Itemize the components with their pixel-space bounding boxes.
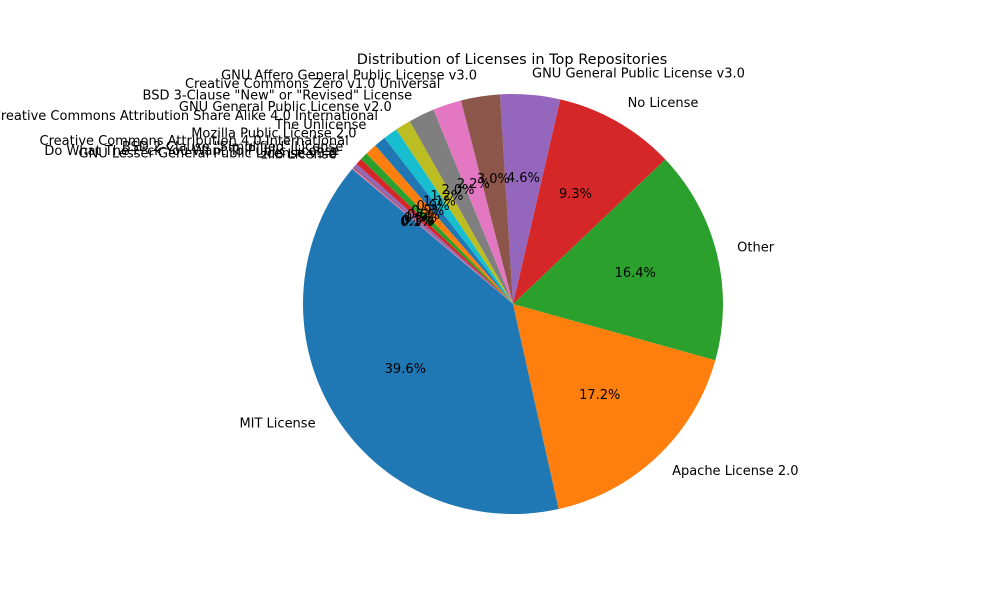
pie-slice-the-unlicense	[375, 137, 513, 304]
slice-percent-bsd-2-clause-simplified-license: 0.5%	[404, 211, 437, 226]
slice-label-apache-license-2-0: Apache License 2.0	[672, 464, 798, 479]
slice-percent-creative-commons-attribution-4-0-international: 0.6%	[407, 208, 440, 223]
slice-label-other: Other	[737, 241, 775, 256]
slice-percent-apache-license-2-0: 17.2%	[579, 388, 620, 403]
slice-label-do-what-the-f-ck-you-want-to-public-license: Do What The F*ck You Want To Public Lice…	[44, 144, 339, 159]
slice-percent-creative-commons-zero-v1-0-universal: 2.2%	[457, 177, 490, 192]
slice-label-gnu-general-public-license-v3-0: GNU General Public License v3.0	[532, 66, 745, 81]
pie-labels: MIT License 39.6% Apache License 2.0 17.2% O…	[0, 66, 799, 479]
slice-percent-the-unlicense: 0.9%	[417, 199, 450, 214]
pie-slice-gnu-affero-general-public-license-v3-0	[460, 94, 513, 304]
slice-percent-do-what-the-f-ck-you-want-to-public-license: 0.3%	[402, 213, 435, 228]
slice-label-creative-commons-attribution-4-0-international: Creative Commons Attribution 4.0 Interna…	[40, 134, 349, 149]
pie-slice-other	[513, 159, 723, 361]
pie-slice-bsd-2-clause-simplified-license	[356, 159, 513, 304]
slice-label-creative-commons-attribution-share-alike-4-0-international: Creative Commons Attribution Share Alike…	[0, 109, 378, 124]
pie-slice-bsd-3-clause-new-or-revised-license	[409, 109, 513, 304]
slice-percent-no-license: 9.3%	[559, 187, 592, 202]
slice-label-mit-license: MIT License	[239, 416, 315, 431]
slice-percent-mozilla-public-license-2-0: 0.9%	[411, 204, 444, 219]
pie-slice-gnu-general-public-license-v3-0	[499, 94, 561, 304]
pie-slice-mit-license	[303, 169, 559, 515]
pie-slice-creative-commons-zero-v1-0-universal	[433, 100, 513, 304]
slice-percent-creative-commons-attribution-share-alike-4-0-international: 1.1%	[423, 194, 456, 209]
slice-percent-other: 16.4%	[615, 266, 656, 281]
slice-label-gnu-affero-general-public-license-v3-0: GNU Affero General Public License v3.0	[221, 68, 477, 83]
slice-percent-gnu-lesser-general-public-license-v3-0: 0.1%	[401, 215, 434, 230]
slice-label-mozilla-public-license-2-0: Mozilla Public License 2.0	[191, 127, 356, 142]
slice-percent-zlib-license: 0.1%	[400, 215, 433, 230]
pie-slice-creative-commons-attribution-4-0-international	[360, 153, 513, 304]
pie-slices	[303, 94, 723, 515]
slice-percent-gnu-general-public-license-v2-0: 1.2%	[430, 189, 463, 204]
pie-slice-creative-commons-attribution-share-alike-4-0-international	[384, 129, 513, 304]
slice-percent-gnu-affero-general-public-license-v3-0: 3.0%	[477, 172, 510, 187]
slice-label-bsd-3-clause-new-or-revised-license: BSD 3-Clause "New" or "Revised" License	[143, 89, 413, 104]
pie-slice-mozilla-public-license-2-0	[366, 145, 513, 304]
pie-slice-zlib-license	[352, 168, 513, 304]
slice-label-no-license: No License	[628, 96, 699, 111]
slice-label-creative-commons-zero-v1-0-universal: Creative Commons Zero v1.0 Universal	[185, 77, 440, 92]
pie-slice-gnu-lesser-general-public-license-v3-0	[352, 167, 513, 304]
slice-percent-gnu-general-public-license-v3-0: 4.6%	[507, 171, 540, 186]
slice-label-gnu-general-public-license-v2-0: GNU General Public License v2.0	[179, 100, 392, 115]
slice-percent-mit-license: 39.6%	[385, 362, 426, 377]
slice-label-gnu-lesser-general-public-license-v3-0: GNU Lesser General Public License v3.0	[78, 146, 337, 161]
slice-label-the-unlicense: The Unlicense	[274, 118, 366, 133]
pie-slice-gnu-general-public-license-v2-0	[396, 121, 513, 305]
chart-title: Distribution of Licenses in Top Reposito…	[357, 52, 668, 68]
slice-label-zlib-license: zlib License	[261, 147, 336, 162]
slice-percent-bsd-3-clause-new-or-revised-license: 2.0%	[441, 183, 474, 198]
pie-slice-do-what-the-f-ck-you-want-to-public-license	[353, 164, 513, 304]
slice-label-bsd-2-clause-simplified-license: BSD 2-Clause "Simplified" License	[122, 140, 343, 155]
pie-slice-no-license	[513, 99, 666, 304]
pie-slice-apache-license-2-0	[513, 304, 716, 509]
